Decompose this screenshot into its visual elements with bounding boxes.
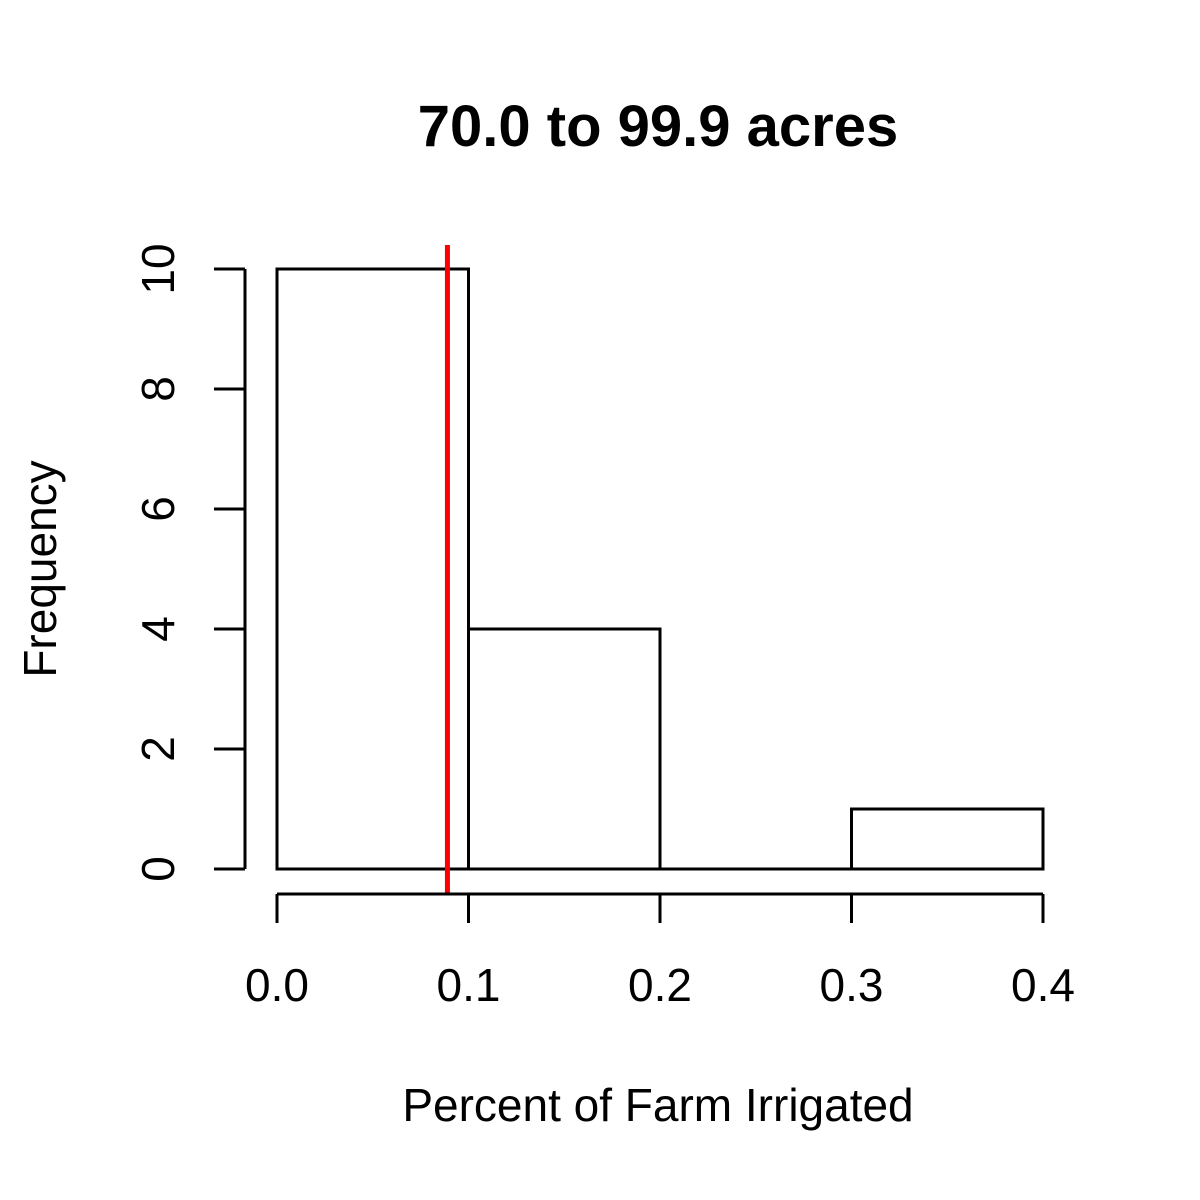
x-tick-label: 0.0: [245, 959, 309, 1011]
y-tick-label: 2: [132, 736, 184, 762]
y-tick-label: 0: [132, 856, 184, 882]
y-axis: 0 2 4 6 8 10: [132, 243, 247, 882]
x-tick-label: 0.1: [437, 959, 501, 1011]
bars-group: [275, 267, 1045, 871]
x-axis-label: Percent of Farm Irrigated: [402, 1079, 913, 1131]
histogram-bar: [850, 807, 1045, 871]
y-axis-label: Frequency: [14, 460, 66, 677]
x-tick-label: 0.4: [1011, 959, 1075, 1011]
chart-title: 70.0 to 99.9 acres: [418, 94, 898, 159]
x-tick-label: 0.2: [628, 959, 692, 1011]
y-tick-label: 6: [132, 496, 184, 522]
histogram-bar: [275, 267, 470, 871]
y-tick-label: 4: [132, 616, 184, 642]
y-tick-label: 10: [132, 243, 184, 294]
histogram-bar: [467, 627, 662, 871]
x-axis: 0.0 0.1 0.2 0.3 0.4: [245, 892, 1075, 1011]
y-tick-label: 8: [132, 376, 184, 402]
x-tick-label: 0.3: [820, 959, 884, 1011]
